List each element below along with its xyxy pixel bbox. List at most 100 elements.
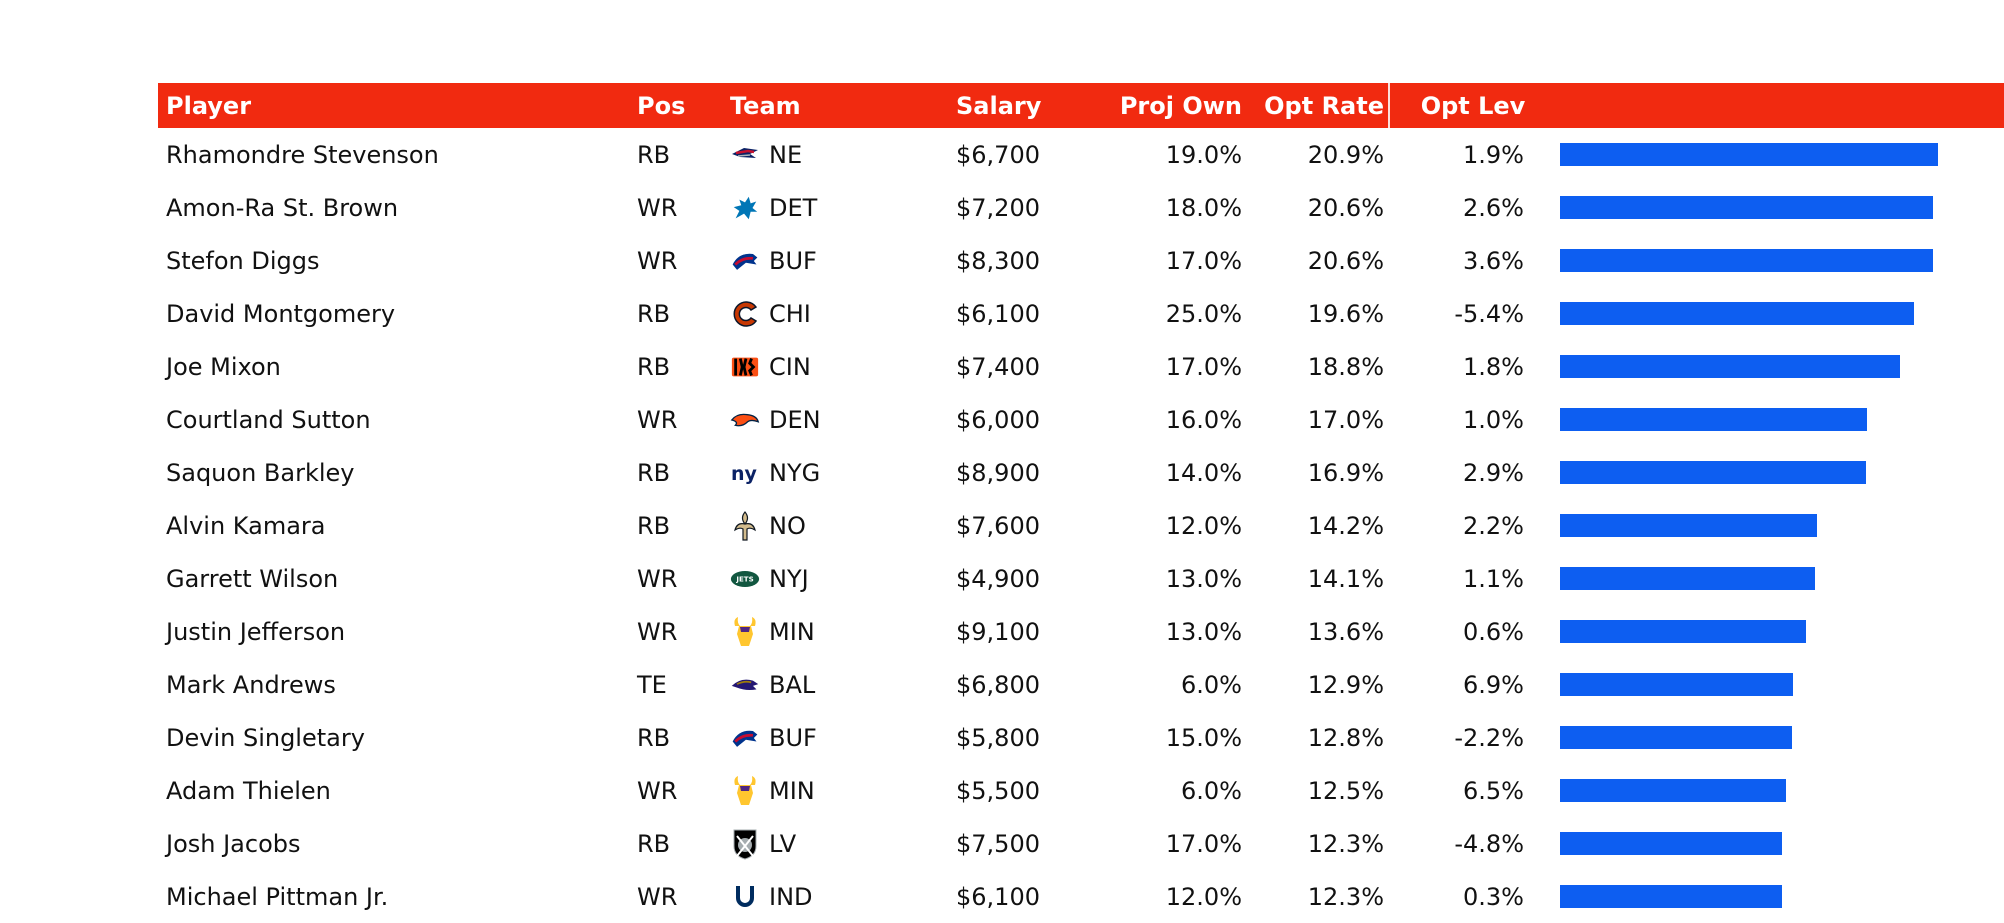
header-proj-own[interactable]: Proj Own <box>1119 91 1242 120</box>
player-pos: WR <box>637 882 678 911</box>
player-opt-rate: 12.8% <box>1307 723 1384 752</box>
table-row: Mark Andrews TE $6,800 6.0% 12.9% 6.9% BAL <box>158 658 2004 711</box>
player-opt-rate: 13.6% <box>1307 617 1384 646</box>
player-opt-lev: -5.4% <box>1454 299 1524 328</box>
player-salary: $6,800 <box>956 670 1040 699</box>
player-opt-lev: -2.2% <box>1454 723 1524 752</box>
table-row: Amon-Ra St. Brown WR $7,200 18.0% 20.6% 2.6% D… <box>158 181 2004 234</box>
player-name: Devin Singletary <box>166 723 365 752</box>
player-table: Player Pos Team Salary Proj Own Opt Rate… <box>158 83 2004 923</box>
broncos-logo-icon <box>730 405 760 435</box>
player-opt-lev: 2.6% <box>1463 193 1524 222</box>
player-opt-lev: 0.3% <box>1463 882 1524 911</box>
player-proj-own: 13.0% <box>1165 564 1242 593</box>
opt-rate-bar <box>1560 408 1867 431</box>
header-salary[interactable]: Salary <box>956 91 1042 120</box>
player-team: DET <box>730 181 940 234</box>
opt-rate-bar <box>1560 620 1806 643</box>
player-opt-rate: 20.9% <box>1307 140 1384 169</box>
table-row: Saquon Barkley RB $8,900 14.0% 16.9% 2.9% ny NY… <box>158 446 2004 499</box>
player-team: BUF <box>730 234 940 287</box>
header-pos[interactable]: Pos <box>637 91 686 120</box>
player-salary: $8,300 <box>956 246 1040 275</box>
player-opt-rate: 18.8% <box>1307 352 1384 381</box>
colts-logo-icon <box>730 882 760 912</box>
opt-rate-bar <box>1560 832 1782 855</box>
team-abbr: LV <box>769 829 797 858</box>
raiders-logo-icon <box>730 829 760 860</box>
player-proj-own: 14.0% <box>1165 458 1242 487</box>
header-player[interactable]: Player <box>166 91 252 120</box>
player-name: Josh Jacobs <box>166 829 301 858</box>
player-opt-lev: 2.2% <box>1463 511 1524 540</box>
header-divider <box>1388 83 1390 128</box>
player-name: Joe Mixon <box>166 352 281 381</box>
team-abbr: DET <box>769 193 818 222</box>
player-opt-lev: 2.9% <box>1463 458 1524 487</box>
table-row: Rhamondre Stevenson RB $6,700 19.0% 20.9% 1.9… <box>158 128 2004 181</box>
player-pos: WR <box>637 776 678 805</box>
lions-logo-icon <box>730 193 760 223</box>
player-proj-own: 25.0% <box>1165 299 1242 328</box>
player-team: NE <box>730 128 940 181</box>
opt-rate-bar <box>1560 196 1933 219</box>
player-team: LV <box>730 817 940 870</box>
opt-rate-bar <box>1560 249 1933 272</box>
player-pos: WR <box>637 246 678 275</box>
table-row: Courtland Sutton WR $6,000 16.0% 17.0% 1.0% DE… <box>158 393 2004 446</box>
player-name: Michael Pittman Jr. <box>166 882 389 911</box>
opt-rate-bar <box>1560 673 1793 696</box>
opt-rate-bar <box>1560 726 1792 749</box>
bills-logo-icon <box>730 246 760 276</box>
player-opt-lev: 1.9% <box>1463 140 1524 169</box>
player-proj-own: 6.0% <box>1181 776 1242 805</box>
table-row: Joe Mixon RB $7,400 17.0% 18.8% 1.8% CIN <box>158 340 2004 393</box>
player-opt-rate: 14.1% <box>1307 564 1384 593</box>
player-pos: RB <box>637 458 671 487</box>
opt-rate-bar <box>1560 779 1786 802</box>
player-name: David Montgomery <box>166 299 396 328</box>
player-name: Alvin Kamara <box>166 511 326 540</box>
player-opt-rate: 16.9% <box>1307 458 1384 487</box>
player-pos: RB <box>637 829 671 858</box>
vikings-logo-icon <box>730 775 760 806</box>
team-abbr: BUF <box>769 723 817 752</box>
player-salary: $5,500 <box>956 776 1040 805</box>
header-opt-rate[interactable]: Opt Rate <box>1264 91 1384 120</box>
bengals-logo-icon <box>730 352 760 382</box>
team-abbr: BAL <box>769 670 816 699</box>
player-name: Stefon Diggs <box>166 246 320 275</box>
player-proj-own: 17.0% <box>1165 352 1242 381</box>
team-abbr: MIN <box>769 776 815 805</box>
player-name: Courtland Sutton <box>166 405 371 434</box>
table-header: Player Pos Team Salary Proj Own Opt Rate… <box>158 83 2004 128</box>
header-team[interactable]: Team <box>730 91 801 120</box>
player-proj-own: 15.0% <box>1165 723 1242 752</box>
player-salary: $7,200 <box>956 193 1040 222</box>
player-pos: RB <box>637 352 671 381</box>
table-row: Garrett Wilson WR $4,900 13.0% 14.1% 1.1% JETS… <box>158 552 2004 605</box>
player-salary: $6,700 <box>956 140 1040 169</box>
team-abbr: NE <box>769 140 803 169</box>
saints-logo-icon <box>730 510 760 541</box>
player-opt-rate: 20.6% <box>1307 193 1384 222</box>
player-salary: $6,000 <box>956 405 1040 434</box>
opt-rate-bar <box>1560 461 1866 484</box>
player-pos: RB <box>637 723 671 752</box>
team-abbr: CHI <box>769 299 811 328</box>
player-opt-rate: 14.2% <box>1307 511 1384 540</box>
player-proj-own: 16.0% <box>1165 405 1242 434</box>
player-team: CHI <box>730 287 940 340</box>
player-name: Adam Thielen <box>166 776 331 805</box>
player-salary: $4,900 <box>956 564 1040 593</box>
table-row: Michael Pittman Jr. WR $6,100 12.0% 12.3% 0.3… <box>158 870 2004 923</box>
opt-rate-bar <box>1560 302 1914 325</box>
header-opt-lev[interactable]: Opt Lev <box>1420 91 1526 120</box>
player-salary: $6,100 <box>956 299 1040 328</box>
player-salary: $7,400 <box>956 352 1040 381</box>
table-row: Adam Thielen WR $5,500 6.0% 12.5% 6.5% MIN <box>158 764 2004 817</box>
vikings-logo-icon <box>730 616 760 647</box>
player-proj-own: 17.0% <box>1165 829 1242 858</box>
player-proj-own: 18.0% <box>1165 193 1242 222</box>
player-team: IND <box>730 870 940 923</box>
